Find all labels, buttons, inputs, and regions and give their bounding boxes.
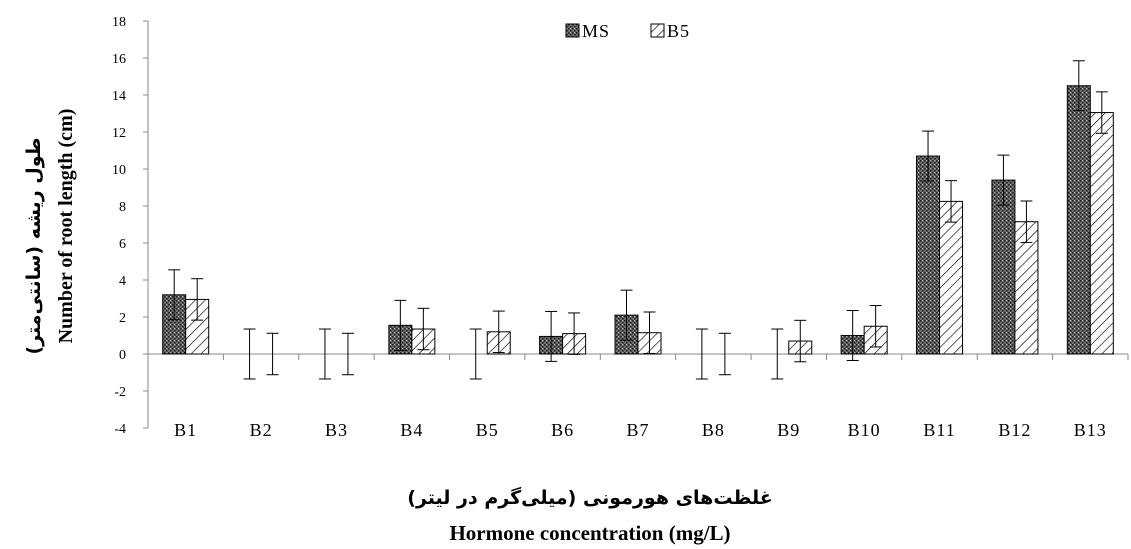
y-tick-label: 6	[119, 237, 126, 252]
y-tick-label: 8	[119, 200, 126, 215]
x-tick-label: B6	[551, 420, 574, 440]
legend-swatch-b5	[650, 23, 665, 38]
y-axis-label-en: Number of root length (cm)	[55, 109, 77, 344]
y-tick-label: 12	[112, 126, 126, 141]
x-tick-label: B8	[702, 420, 725, 440]
bar-b5	[1089, 112, 1114, 355]
y-tick-label: 16	[112, 52, 126, 67]
x-tick-label: B5	[476, 420, 499, 440]
legend: MS B5	[565, 21, 690, 41]
x-tick-label: B2	[250, 420, 273, 440]
x-tick-label: B1	[174, 420, 197, 440]
x-tick-label: B10	[848, 420, 881, 440]
bar-b5	[939, 200, 964, 355]
y-tick-label: 10	[112, 163, 126, 178]
x-tick-label: B13	[1074, 420, 1107, 440]
x-tick-label: B12	[998, 420, 1031, 440]
legend-swatch-ms	[565, 23, 580, 38]
y-axis-label-fa: طول ریشه (سانتی‌متر)	[23, 137, 45, 354]
x-axis-label-en: Hormone concentration (mg/L)	[449, 521, 730, 545]
x-tick-label: B3	[325, 420, 348, 440]
legend-label-ms: MS	[582, 21, 610, 41]
bar-ms	[1066, 85, 1091, 355]
y-tick-label: 14	[112, 89, 126, 104]
y-tick-label: 2	[119, 311, 126, 326]
y-tick-label: 4	[119, 274, 126, 289]
bar-ms	[916, 155, 941, 355]
y-tick-label: 0	[119, 348, 126, 363]
bar-ms	[991, 179, 1016, 355]
x-tick-label: B7	[626, 420, 649, 440]
x-tick-label: B11	[923, 420, 955, 440]
y-tick-label: -4	[114, 422, 126, 437]
y-tick-label: -2	[114, 385, 126, 400]
x-axis-label-fa: غلظت‌های هورمونی (میلی‌گرم در لیتر)	[407, 486, 772, 509]
x-tick-label: B9	[777, 420, 800, 440]
legend-label-b5: B5	[667, 21, 690, 41]
x-tick-label: B4	[400, 420, 423, 440]
y-tick-label: 18	[112, 15, 126, 30]
